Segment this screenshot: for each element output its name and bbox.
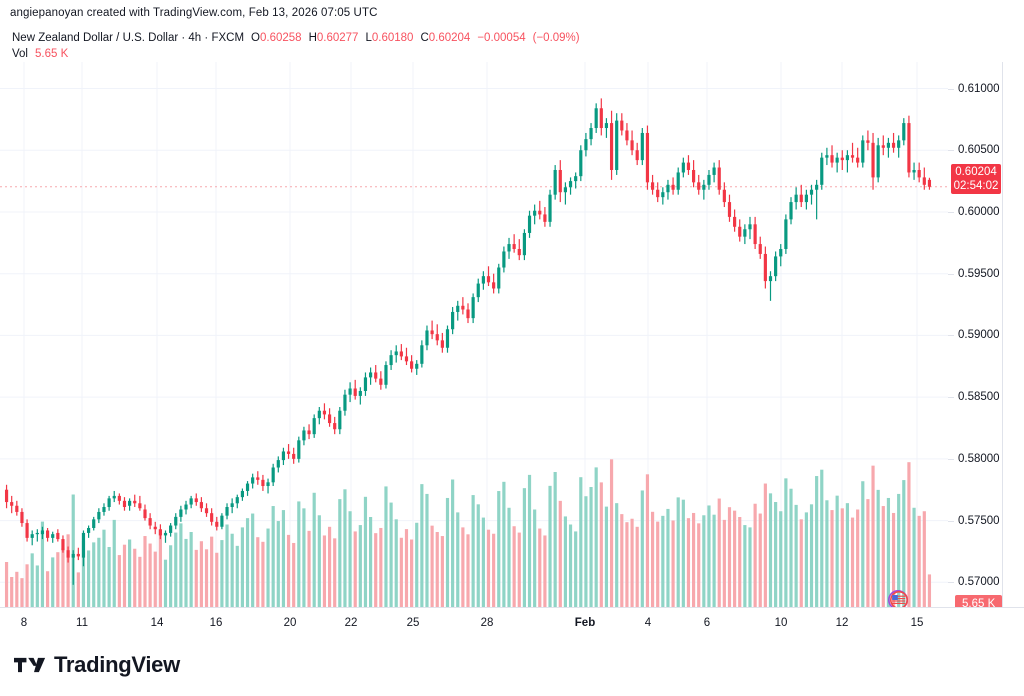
legend-high-label: H bbox=[308, 32, 317, 44]
legend-close-value: 0.60204 bbox=[428, 32, 471, 44]
price-axis-tick: 0.57000 bbox=[958, 576, 1000, 589]
time-axis-tick: 10 bbox=[774, 617, 788, 629]
time-axis-tick: 12 bbox=[835, 617, 849, 629]
current-price-value: 0.60204 bbox=[955, 166, 997, 178]
price-axis-tick-mark bbox=[948, 273, 954, 275]
time-axis-tick: 6 bbox=[703, 617, 711, 629]
price-axis-tick: 0.59500 bbox=[958, 267, 1000, 280]
legend-low-label: L bbox=[365, 32, 372, 44]
tradingview-logo-icon bbox=[14, 657, 46, 673]
time-axis-tick: 20 bbox=[283, 617, 297, 629]
attribution-text: angiepanoyan created with TradingView.co… bbox=[10, 7, 378, 19]
price-axis-divider bbox=[1002, 62, 1003, 607]
current-price-badge: 0.60204 02:54:02 bbox=[951, 164, 1001, 194]
price-axis-tick-mark bbox=[948, 520, 954, 522]
tradingview-wordmark: TradingView bbox=[54, 652, 180, 677]
bar-countdown: 02:54:02 bbox=[953, 180, 999, 192]
price-axis-tick: 0.58000 bbox=[958, 452, 1000, 465]
legend-sep-2: · bbox=[201, 32, 212, 44]
price-axis-tick: 0.57500 bbox=[958, 514, 1000, 527]
time-axis-tick: Feb bbox=[574, 617, 596, 629]
time-axis-tick: 22 bbox=[344, 617, 358, 629]
price-axis-tick: 0.59000 bbox=[958, 329, 1000, 342]
legend-main-row: New Zealand Dollar / U.S. Dollar · 4h · … bbox=[12, 30, 580, 46]
price-axis[interactable]: 0.61000 0.60500 0.60000 0.59500 0.59000 0.585… bbox=[948, 62, 1024, 607]
price-axis-tick: 0.60000 bbox=[958, 205, 1000, 218]
legend-change-percent: (−0.09%) bbox=[532, 32, 580, 44]
time-axis-tick: 8 bbox=[20, 617, 28, 629]
legend-volume-label: Vol bbox=[12, 48, 28, 60]
time-axis-tick: 28 bbox=[480, 617, 494, 629]
price-axis-tick-mark bbox=[948, 211, 954, 213]
chart-legend: New Zealand Dollar / U.S. Dollar · 4h · … bbox=[12, 30, 580, 62]
legend-exchange: FXCM bbox=[211, 32, 245, 44]
tradingview-branding: TradingView bbox=[14, 652, 180, 678]
price-axis-tick-mark bbox=[948, 397, 954, 399]
time-axis-tick: 14 bbox=[150, 617, 164, 629]
price-axis-tick-mark bbox=[948, 582, 954, 584]
time-axis-tick: 25 bbox=[406, 617, 420, 629]
legend-symbol[interactable]: New Zealand Dollar / U.S. Dollar bbox=[12, 32, 179, 44]
legend-sep-1: · bbox=[178, 32, 189, 44]
legend-interval[interactable]: 4h bbox=[188, 32, 202, 44]
time-axis-tick: 11 bbox=[76, 617, 88, 629]
price-axis-tick-mark bbox=[948, 88, 954, 90]
time-axis-tick: 16 bbox=[209, 617, 223, 629]
price-axis-tick: 0.60500 bbox=[958, 144, 1000, 157]
candlestick-svg bbox=[0, 62, 948, 607]
legend-high-value: 0.60277 bbox=[316, 32, 359, 44]
legend-change: −0.00054 bbox=[477, 32, 526, 44]
time-axis[interactable]: 8 11 14 16 20 22 25 28 Feb 4 6 10 12 15 bbox=[0, 607, 1024, 640]
legend-volume-value: 5.65 K bbox=[35, 48, 69, 60]
time-axis-tick: 15 bbox=[910, 617, 924, 629]
legend-close-label: C bbox=[420, 32, 429, 44]
legend-low-value: 0.60180 bbox=[371, 32, 414, 44]
legend-open-label: O bbox=[251, 32, 260, 44]
price-axis-tick: 0.61000 bbox=[958, 82, 1000, 95]
legend-volume-row: Vol 5.65 K bbox=[12, 46, 580, 62]
price-axis-tick-mark bbox=[948, 335, 954, 337]
chart-plot-area[interactable] bbox=[0, 62, 948, 607]
price-axis-tick-mark bbox=[948, 458, 954, 460]
price-axis-tick: 0.58500 bbox=[958, 391, 1000, 404]
legend-open-value: 0.60258 bbox=[259, 32, 302, 44]
time-axis-tick: 4 bbox=[644, 617, 652, 629]
price-axis-tick-mark bbox=[948, 150, 954, 152]
